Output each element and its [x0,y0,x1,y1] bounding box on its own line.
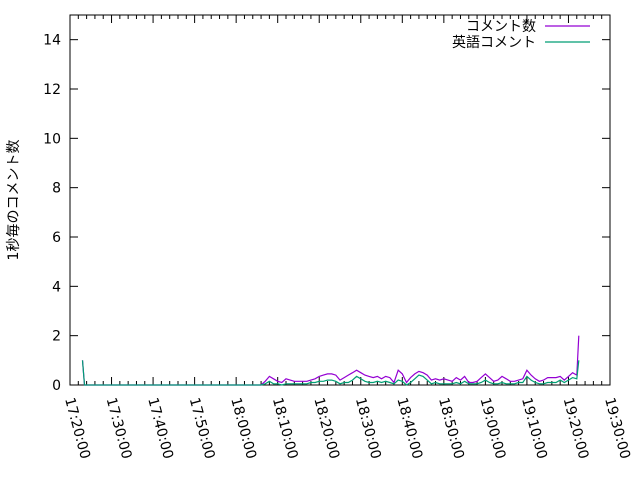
legend-label: 英語コメント [452,34,536,51]
y-tick-label: 0 [52,378,61,394]
plot-border [69,14,611,386]
y-tick-label: 2 [52,329,61,345]
x-tick-label: 18:10:00 [269,396,301,461]
x-tick-label: 18:20:00 [310,396,342,461]
x-tick-label: 17:20:00 [61,396,93,461]
y-tick-label: 4 [52,279,61,295]
x-tick-label: 17:50:00 [186,396,218,461]
x-tick-label: 17:30:00 [103,396,135,461]
series-line-1 [81,360,580,386]
x-tick-label: 19:00:00 [477,396,509,461]
series-line-0 [81,335,580,386]
x-tick-label: 19:10:00 [518,396,550,461]
x-tick-label: 18:40:00 [393,396,425,461]
y-tick-label: 14 [43,33,61,49]
x-tick-label: 19:20:00 [560,396,592,461]
legend-label: コメント数 [466,19,536,35]
x-tick-label: 18:00:00 [227,396,259,461]
y-tick-label: 12 [43,82,61,98]
x-tick-label: 18:50:00 [435,396,467,461]
y-tick-label: 10 [43,131,61,147]
x-tick-label: 17:40:00 [144,396,176,461]
x-tick-label: 18:30:00 [352,396,384,461]
y-tick-label: 6 [52,230,61,246]
x-tick-label: 19:30:00 [601,396,633,461]
y-axis-label: 1秒毎のコメント数 [6,140,22,261]
y-tick-label: 8 [52,181,61,197]
